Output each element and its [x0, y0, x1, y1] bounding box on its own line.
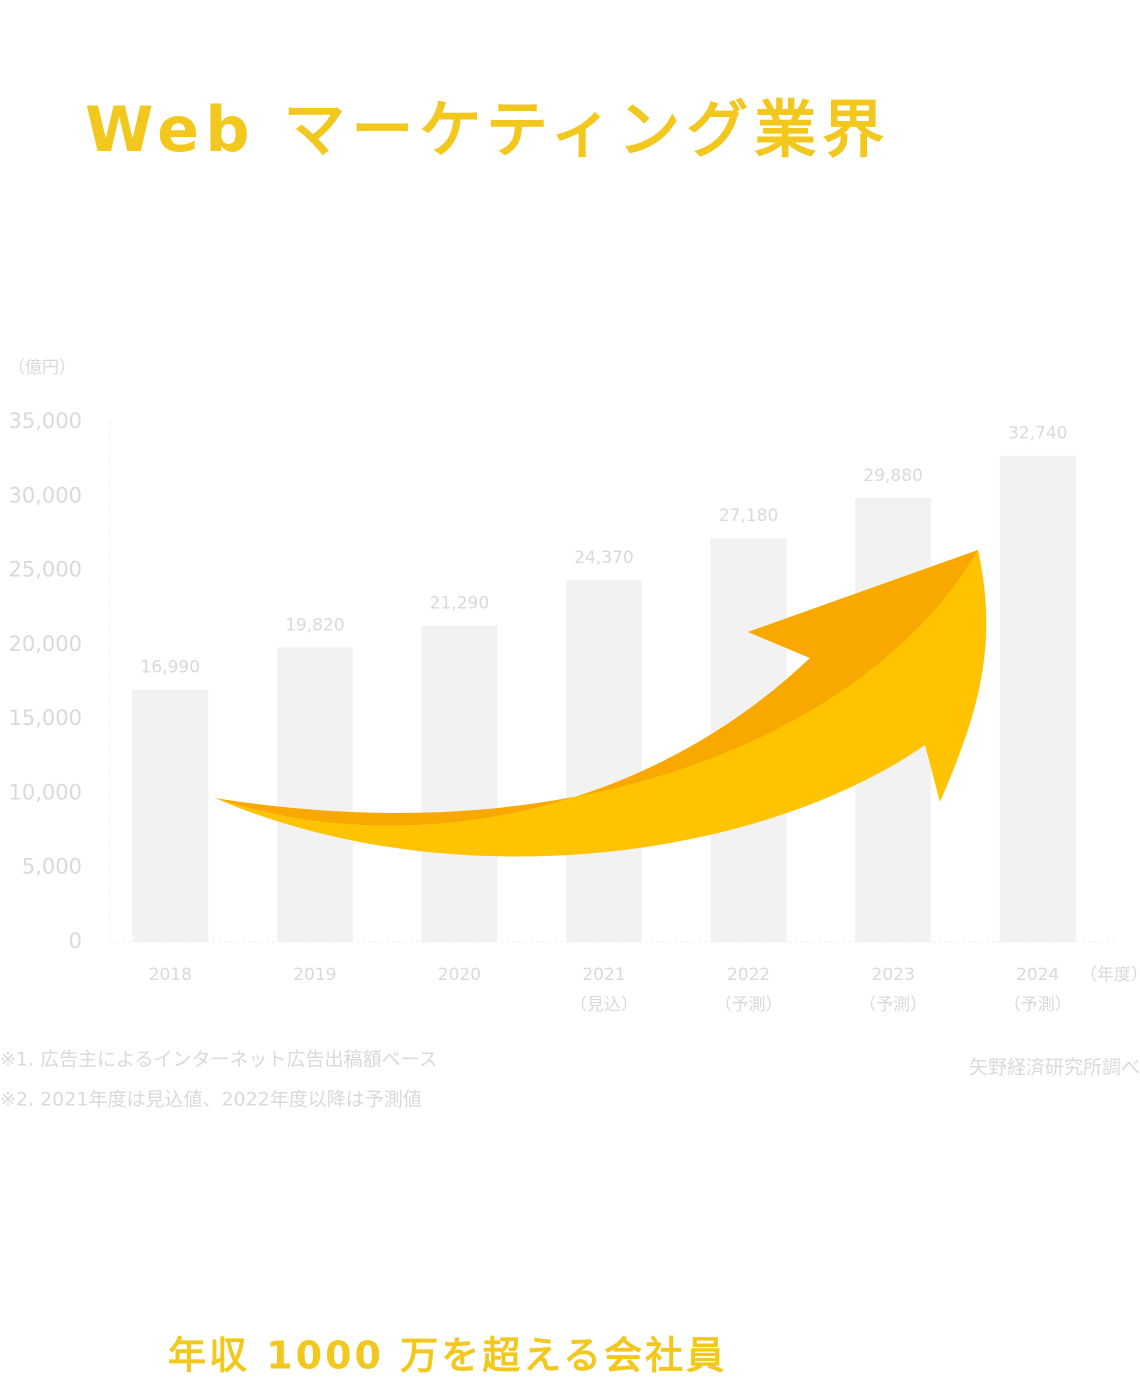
- y-tick-label: 30,000: [9, 483, 82, 507]
- source: 矢野経済研究所調べ: [969, 1057, 1140, 1079]
- y-unit: （億円）: [8, 358, 76, 378]
- value-label: 16,990: [141, 658, 200, 678]
- y-tick-label: 20,000: [9, 632, 82, 656]
- x-tick-label: 2020: [438, 965, 481, 985]
- x-tick-label: 2021: [582, 965, 625, 985]
- x-tick-note: （見込）: [570, 995, 638, 1015]
- value-label: 21,290: [430, 594, 489, 614]
- bar: [566, 579, 642, 942]
- value-label: 19,820: [285, 616, 344, 636]
- x-tick-label: 2019: [293, 965, 336, 985]
- footer-text: 年収 1000 万を超える会社員: [168, 1334, 727, 1378]
- y-tick-label: 35,000: [9, 409, 82, 433]
- bar: [999, 455, 1076, 942]
- x-tick-note: （予測）: [859, 995, 927, 1015]
- x-tick-label: 2023: [872, 965, 915, 985]
- bar: [421, 625, 498, 942]
- value-label: 32,740: [1008, 424, 1067, 444]
- arrow-shade: [215, 550, 978, 826]
- y-tick-label: 15,000: [9, 706, 82, 730]
- bar: [276, 647, 353, 942]
- value-label: 29,880: [863, 466, 922, 486]
- note: ※2. 2021年度は見込値、2022年度以降は予測値: [0, 1089, 422, 1111]
- value-label: 27,180: [719, 506, 778, 526]
- value-label: 24,370: [574, 548, 633, 568]
- x-tick-note: （予測）: [1004, 995, 1072, 1015]
- x-unit: （年度）: [1080, 965, 1140, 985]
- y-tick-label: 0: [69, 929, 82, 953]
- note: ※1. 広告主によるインターネット広告出稿額ベース: [0, 1049, 438, 1071]
- page-title: Web マーケティング業界: [85, 93, 890, 166]
- x-tick-note: （予測）: [715, 995, 783, 1015]
- x-tick-label: 2022: [727, 965, 770, 985]
- bar: [132, 689, 209, 942]
- growth-arrow: [215, 550, 987, 857]
- y-tick-label: 5,000: [22, 855, 82, 879]
- x-tick-label: 2024: [1016, 965, 1059, 985]
- x-tick-label: 2018: [149, 965, 192, 985]
- y-tick-label: 25,000: [9, 558, 82, 582]
- y-tick-label: 10,000: [9, 780, 82, 804]
